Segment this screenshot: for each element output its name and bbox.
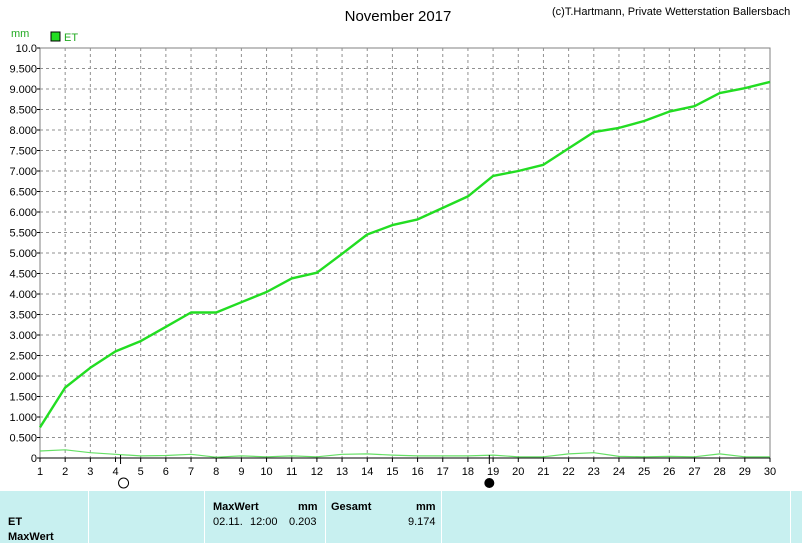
y-tick-label: 5.500 — [9, 228, 37, 240]
x-tick-label: 16 — [411, 466, 423, 478]
max-header: MaxWert — [213, 501, 259, 513]
x-tick-label: 22 — [562, 466, 574, 478]
x-tick-label: 6 — [163, 466, 169, 478]
y-tick-label: 1.500 — [9, 392, 37, 404]
x-tick-label: 18 — [462, 466, 474, 478]
x-tick-label: 9 — [238, 466, 244, 478]
sum-value: 9.174 — [408, 516, 436, 528]
x-tick-label: 21 — [537, 466, 549, 478]
series-layer — [38, 80, 771, 458]
sum-unit: mm — [416, 501, 436, 513]
x-tick-label: 27 — [688, 466, 700, 478]
y-tick-label: 7.500 — [9, 146, 37, 158]
x-tick-label: 25 — [638, 466, 650, 478]
x-tick-label: 14 — [361, 466, 373, 478]
max-column: MaxWert mm 02.11. 12:00 0.203 — [205, 491, 326, 543]
max-time: 12:00 — [250, 516, 278, 528]
copyright-text: (c)T.Hartmann, Private Wetterstation Bal… — [552, 6, 790, 18]
x-tick-label: 23 — [588, 466, 600, 478]
spacer-column — [89, 491, 205, 543]
chart-title: November 2017 — [345, 8, 452, 25]
y-tick-label: 2.000 — [9, 371, 37, 383]
y-tick-label: 6.000 — [9, 207, 37, 219]
x-tick-label: 10 — [260, 466, 272, 478]
x-tick-label: 8 — [213, 466, 219, 478]
y-axis: 0 0.500 1.000 1.500 2.000 2.500 3.000 3.500 4.00… — [9, 43, 40, 465]
x-tick-label: 28 — [714, 466, 726, 478]
x-tick-label: 20 — [512, 466, 524, 478]
x-tick-label: 30 — [764, 466, 776, 478]
moon-markers — [118, 455, 495, 489]
x-tick-label: 12 — [311, 466, 323, 478]
max-unit: mm — [298, 501, 318, 513]
y-tick-label: 9.500 — [9, 64, 37, 76]
x-tick-label: 29 — [739, 466, 751, 478]
x-tick-label: 13 — [336, 466, 348, 478]
legend-swatch — [50, 31, 61, 42]
x-axis: 1 2 3 4 5 6 7 8 9 10 11 12 13 14 15 16 17 18 19 20 21 22 23 24 2… — [37, 457, 776, 478]
x-tick-label: 5 — [138, 466, 144, 478]
y-tick-label: 1.000 — [9, 412, 37, 424]
max-date: 02.11. — [213, 516, 243, 528]
y-tick-label: 0.500 — [9, 433, 37, 445]
x-tick-label: 2 — [62, 466, 68, 478]
y-tick-label: 6.500 — [9, 187, 37, 199]
y-tick-label: 10.0 — [16, 43, 37, 55]
x-tick-label: 26 — [663, 466, 675, 478]
x-tick-label: 3 — [87, 466, 93, 478]
grid — [39, 47, 771, 459]
series-line-et-daily — [39, 449, 770, 458]
series-line-et-cumulative — [38, 80, 771, 428]
y-tick-label: 0 — [31, 453, 37, 465]
sum-column: Gesamt mm 9.174 — [326, 491, 442, 543]
x-tick-label: 17 — [437, 466, 449, 478]
row-label-et: ET — [8, 516, 23, 528]
y-tick-label: 9.000 — [9, 84, 37, 96]
new-moon-icon — [484, 478, 495, 488]
x-tick-label: 24 — [613, 466, 625, 478]
x-tick-label: 1 — [37, 466, 43, 478]
legend-label: ET — [64, 32, 78, 44]
row-label-maxwert: MaxWert — [8, 531, 54, 543]
sum-header: Gesamt — [331, 501, 372, 513]
chart: November 2017 (c)T.Hartmann, Private Wet… — [9, 6, 790, 489]
summary-table: ET MaxWert MaxWert mm 02.11. 12:00 0.203… — [0, 491, 802, 543]
y-tick-label: 5.000 — [9, 248, 37, 260]
x-tick-label: 15 — [386, 466, 398, 478]
max-value: 0.203 — [289, 516, 317, 528]
y-tick-label: 8.000 — [9, 125, 37, 137]
y-tick-label: 3.500 — [9, 310, 37, 322]
label-column: ET MaxWert — [0, 491, 89, 543]
x-tick-label: 4 — [112, 466, 118, 478]
y-tick-label: 8.500 — [9, 105, 37, 117]
y-tick-label: 2.500 — [9, 351, 37, 363]
y-axis-unit: mm — [11, 28, 29, 40]
y-tick-label: 4.500 — [9, 269, 37, 281]
x-tick-label: 11 — [286, 466, 297, 478]
y-tick-label: 3.000 — [9, 330, 37, 342]
empty-column — [442, 491, 791, 543]
x-tick-label: 7 — [188, 466, 194, 478]
full-moon-icon — [118, 477, 130, 489]
x-tick-label: 19 — [487, 466, 499, 478]
y-tick-label: 4.000 — [9, 289, 37, 301]
y-tick-label: 7.000 — [9, 166, 37, 178]
